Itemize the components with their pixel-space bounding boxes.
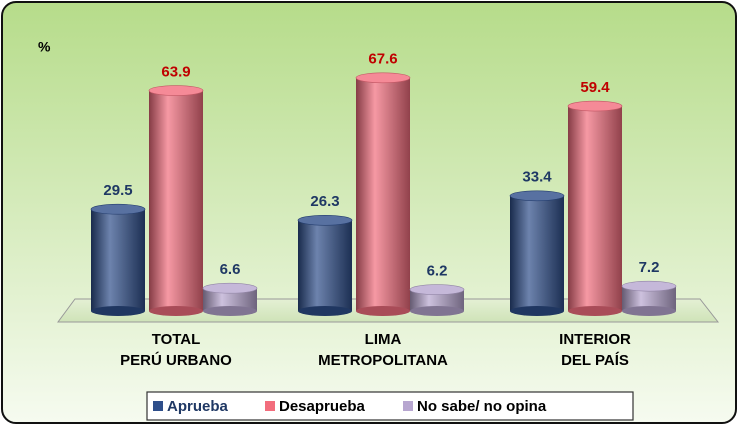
bar-body bbox=[568, 106, 622, 311]
bar-body bbox=[91, 209, 145, 311]
bar-bottom bbox=[203, 306, 257, 316]
bar-top bbox=[567, 100, 623, 112]
legend-box bbox=[146, 391, 634, 421]
value-label: 59.4 bbox=[580, 79, 610, 96]
bar-bottom bbox=[410, 306, 464, 316]
bar bbox=[202, 282, 258, 316]
bar-body bbox=[410, 289, 464, 311]
bar-bottom bbox=[568, 306, 622, 316]
legend-label: Desaprueba bbox=[279, 398, 366, 415]
bar-top bbox=[621, 280, 677, 292]
category-label: TOTAL bbox=[152, 331, 201, 348]
bar-top bbox=[202, 282, 258, 294]
legend-label: No sabe/ no opina bbox=[417, 398, 547, 415]
legend-swatch bbox=[265, 401, 275, 411]
bar-bottom bbox=[298, 306, 352, 316]
unit-label: % bbox=[38, 39, 51, 55]
value-label: 67.6 bbox=[368, 51, 397, 68]
bar-top bbox=[409, 284, 465, 295]
value-label: 7.2 bbox=[639, 259, 660, 276]
bar bbox=[509, 190, 565, 316]
bar-bottom bbox=[91, 306, 145, 316]
category-label: LIMA bbox=[365, 331, 402, 348]
bar-body bbox=[149, 90, 203, 311]
bar-body bbox=[203, 288, 257, 311]
category-label: PERÚ URBANO bbox=[120, 351, 232, 369]
bar-bottom bbox=[622, 306, 676, 316]
value-label: 6.2 bbox=[427, 263, 448, 280]
bar-top bbox=[355, 72, 411, 84]
bar-body bbox=[298, 220, 352, 311]
bar-top bbox=[509, 190, 565, 202]
bar bbox=[90, 203, 146, 316]
bar-bottom bbox=[149, 306, 203, 316]
category-label: DEL PAÍS bbox=[561, 352, 629, 369]
bar-top bbox=[148, 85, 204, 96]
bar-top bbox=[90, 203, 146, 215]
legend-label: Aprueba bbox=[167, 398, 229, 415]
category-label: METROPOLITANA bbox=[318, 352, 448, 369]
legend-swatch bbox=[403, 401, 413, 411]
bar-body bbox=[356, 77, 410, 311]
value-label: 33.4 bbox=[522, 169, 552, 186]
bar bbox=[148, 85, 204, 316]
bar-top bbox=[297, 214, 353, 226]
bar-bottom bbox=[510, 306, 564, 316]
bar bbox=[355, 72, 411, 316]
bar-body bbox=[510, 195, 564, 311]
bar-bottom bbox=[356, 306, 410, 316]
value-label: 63.9 bbox=[161, 64, 190, 81]
category-label: INTERIOR bbox=[559, 331, 631, 348]
bar bbox=[297, 214, 353, 316]
value-label: 26.3 bbox=[310, 193, 339, 210]
value-label: 29.5 bbox=[103, 182, 132, 199]
value-label: 6.6 bbox=[220, 261, 241, 278]
bar bbox=[621, 280, 677, 316]
legend-swatch bbox=[153, 401, 163, 411]
bar bbox=[567, 100, 623, 316]
bar bbox=[409, 284, 465, 316]
